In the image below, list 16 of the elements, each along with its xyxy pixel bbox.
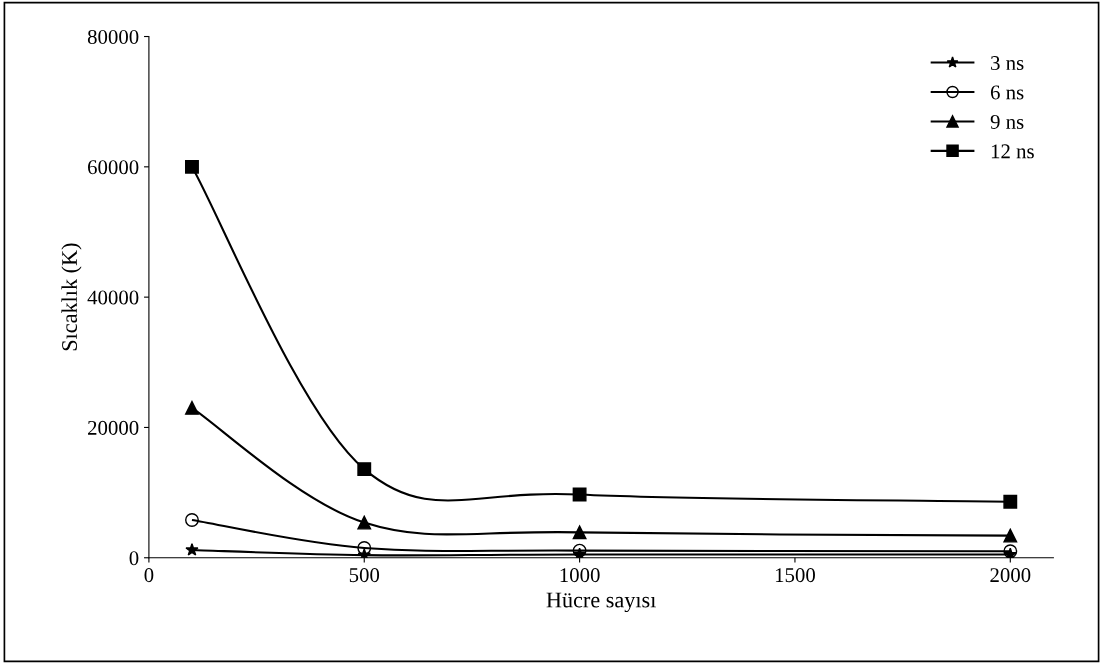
- y-tick-label: 20000: [88, 420, 139, 435]
- y-tick-label: 40000: [87, 290, 139, 305]
- legend-label: 9 ns: [990, 114, 1024, 129]
- x-tick-label: 0: [144, 568, 154, 583]
- y-tick-label: 0: [129, 551, 139, 566]
- y-axis-title: Sıcaklık (K): [61, 243, 82, 351]
- x-tick-label: 1000: [560, 568, 600, 583]
- legend-label: 3 ns: [991, 56, 1024, 71]
- legend-label: 6 ns: [990, 85, 1024, 100]
- x-tick-label: 1500: [775, 568, 815, 583]
- y-tick-label: 60000: [87, 160, 139, 175]
- x-tick-label: 500: [349, 568, 380, 583]
- x-axis-title: Hücre sayısı: [546, 592, 656, 613]
- legend-label: 12 ns: [991, 144, 1034, 159]
- x-tick-label: 2000: [990, 568, 1031, 583]
- y-tick-label: 80000: [87, 29, 139, 44]
